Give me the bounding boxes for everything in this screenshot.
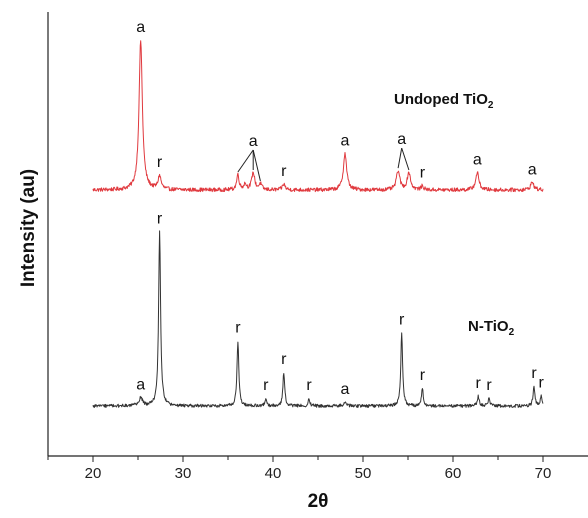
x-tick-label: 40 [265, 465, 282, 482]
peak-label-a: a [249, 133, 258, 150]
label-pointer [401, 147, 410, 171]
peak-label-r: r [531, 365, 537, 382]
peak-label-r: r [157, 154, 163, 171]
peak-label-a: a [341, 381, 350, 398]
series-label-undoped: Undoped TiO2 [394, 91, 494, 111]
peak-label-r: r [281, 351, 287, 368]
peak-label-r: r [539, 375, 545, 392]
peak-label-r: r [263, 377, 269, 394]
peak-label-a: a [136, 19, 145, 36]
series-line-n-doped [92, 230, 544, 408]
peak-label-r: r [157, 211, 163, 228]
label-pointer [237, 149, 254, 173]
series-label-undoped-text: Undoped TiO [394, 91, 488, 108]
peak-label-a: a [528, 161, 537, 178]
label-pointer [397, 148, 403, 169]
peak-label-a: a [136, 376, 145, 393]
series-line-undoped [92, 40, 544, 193]
peak-label-r: r [486, 377, 492, 394]
series-label-undoped-subscript: 2 [488, 100, 494, 111]
series-label-n-doped-text: N-TiO [468, 318, 509, 335]
axes: 20 30 40 50 60 70 [47, 12, 588, 482]
peak-label-r: r [420, 367, 426, 384]
x-axis-label: 2θ [308, 491, 329, 512]
peak-label-a: a [473, 152, 482, 169]
label-pointer [252, 149, 261, 182]
peak-label-r: r [476, 375, 482, 392]
x-tick-label: 30 [175, 465, 192, 482]
x-tick-label: 60 [445, 465, 462, 482]
peak-label-a: a [397, 131, 406, 148]
series-label-n-doped-subscript: 2 [509, 327, 515, 338]
peak-label-r: r [235, 320, 241, 337]
x-tick-label: 70 [535, 465, 552, 482]
x-tick-label: 50 [355, 465, 372, 482]
x-tick-label: 20 [85, 465, 102, 482]
peak-label-a: a [341, 132, 350, 149]
peak-label-r: r [420, 165, 426, 182]
series-label-n-doped: N-TiO2 [468, 318, 515, 338]
peak-label-r: r [281, 163, 287, 180]
peak-label-r: r [399, 312, 405, 329]
plot-area [92, 40, 544, 408]
peak-label-r: r [306, 377, 312, 394]
y-axis-label: Intensity (au) [18, 169, 39, 287]
